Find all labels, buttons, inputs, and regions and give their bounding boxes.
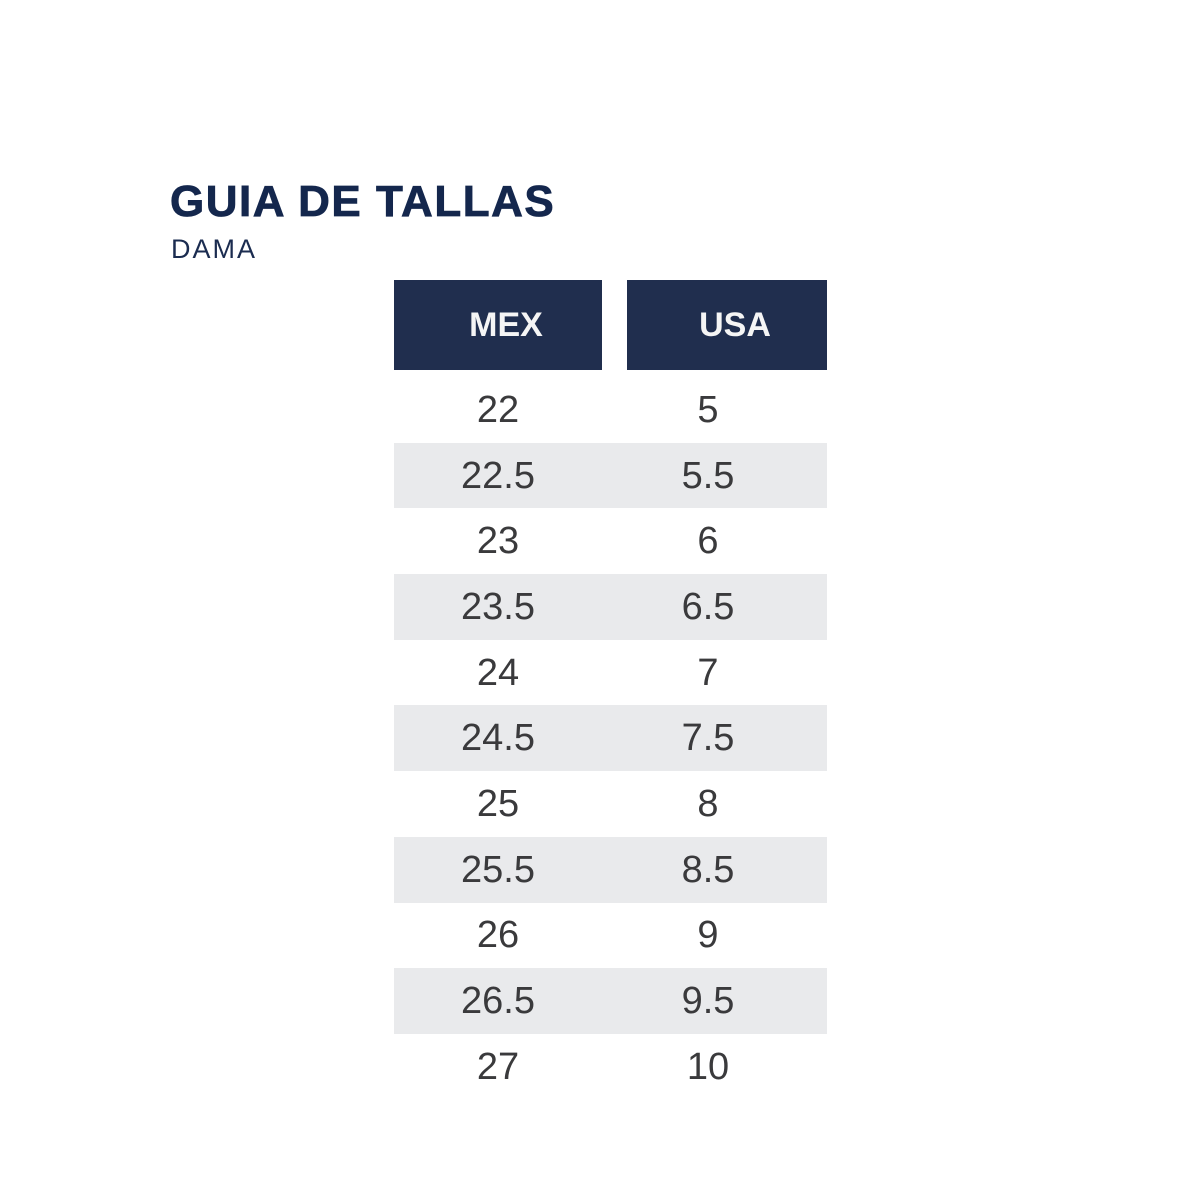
size-cell-usa: 9.5	[681, 980, 735, 1023]
table-row: 23 6	[394, 508, 827, 574]
size-cell-mex: 26.5	[461, 980, 535, 1023]
size-cell-mex: 25.5	[461, 848, 535, 891]
table-row: 26.5 9.5	[394, 968, 827, 1034]
table-row: 23.5 6.5	[394, 574, 827, 640]
size-cell-usa: 7.5	[681, 717, 735, 760]
size-cell-usa: 8	[697, 782, 719, 825]
table-row: 24.5 7.5	[394, 705, 827, 772]
page-title: GUIA DE TALLAS	[170, 177, 556, 226]
size-cell-mex: 23	[476, 520, 520, 563]
size-cell-mex: 23.5	[461, 585, 535, 628]
size-cell-usa: 9	[697, 914, 719, 957]
size-cell-usa: 10	[686, 1045, 730, 1088]
size-table-body: 22 5 22.5 5.5 23 6 23.5 6.5 24 7 24.5 7.…	[394, 377, 827, 1100]
size-cell-mex: 22.5	[461, 454, 535, 497]
size-cell-mex: 26	[476, 914, 520, 957]
size-cell-usa: 6.5	[681, 585, 735, 628]
size-cell-usa: 7	[697, 651, 719, 694]
size-cell-usa: 8.5	[681, 848, 735, 891]
column-header-usa: USA	[627, 280, 827, 370]
table-row: 22 5	[394, 377, 827, 443]
table-row: 25.5 8.5	[394, 836, 827, 903]
size-cell-usa: 5.5	[681, 454, 735, 497]
table-row: 24 7	[394, 640, 827, 706]
size-cell-usa: 5	[697, 388, 719, 431]
size-cell-usa: 6	[697, 520, 719, 563]
table-row: 27 10	[394, 1034, 827, 1100]
page-subtitle: DAMA	[171, 234, 258, 264]
size-table-header: MEX USA	[394, 280, 827, 370]
size-cell-mex: 25	[476, 782, 520, 825]
column-header-mex: MEX	[394, 280, 602, 370]
table-row: 26 9	[394, 903, 827, 969]
size-cell-mex: 27	[476, 1045, 520, 1088]
size-table: MEX USA 22 5 22.5 5.5 23 6 23.5 6.5 24 7	[394, 280, 827, 1100]
table-row: 25 8	[394, 771, 827, 837]
size-cell-mex: 22	[476, 388, 520, 431]
table-row: 22.5 5.5	[394, 442, 827, 509]
size-cell-mex: 24.5	[461, 717, 535, 760]
size-cell-mex: 24	[476, 651, 520, 694]
